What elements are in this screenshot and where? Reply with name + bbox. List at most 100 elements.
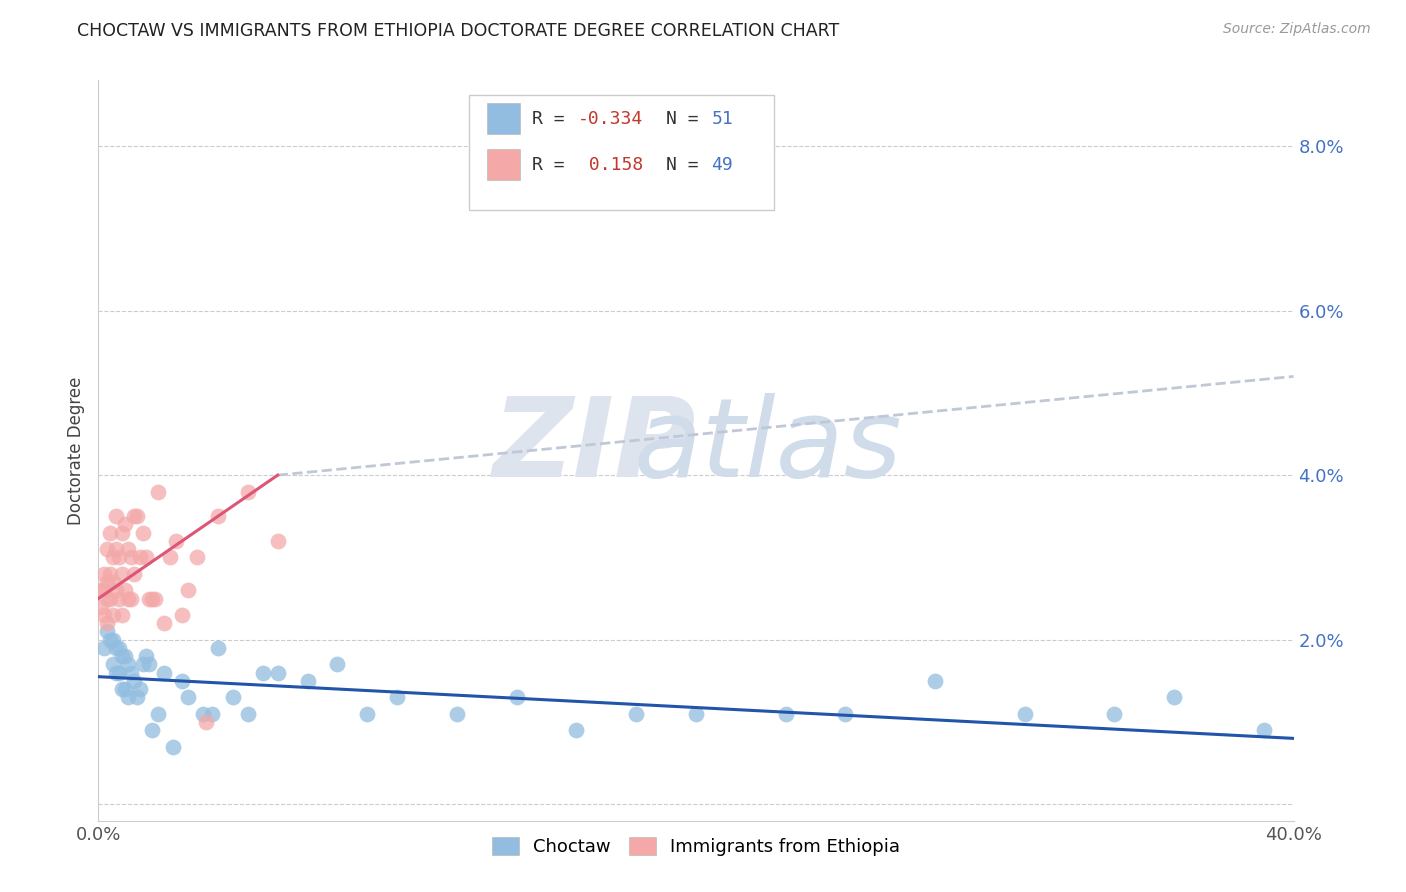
Point (103, 632, 125, 647)
Point (117, 591, 139, 606)
Point (267, 533, 290, 548)
Point (98, 632, 122, 647)
Point (93, 566, 115, 581)
Point (108, 640, 131, 655)
Point (103, 575, 125, 590)
Point (96, 542, 118, 557)
Point (96, 624, 118, 639)
Point (172, 673, 194, 688)
Point (775, 706, 797, 721)
Point (162, 739, 184, 754)
Text: R =: R = (533, 156, 575, 174)
Text: ZIP: ZIP (492, 393, 696, 500)
Point (834, 706, 856, 721)
Point (124, 566, 146, 581)
Point (120, 665, 142, 680)
Point (93, 583, 115, 598)
Point (111, 607, 134, 622)
Point (207, 509, 229, 524)
FancyBboxPatch shape (486, 103, 520, 135)
Point (141, 723, 163, 738)
Point (108, 591, 131, 606)
Point (105, 542, 128, 557)
Legend: Choctaw, Immigrants from Ethiopia: Choctaw, Immigrants from Ethiopia (485, 830, 907, 863)
Point (1253, 723, 1275, 738)
Point (1163, 690, 1185, 705)
Point (297, 673, 319, 688)
Point (93, 640, 115, 655)
Point (148, 484, 170, 499)
Point (135, 649, 157, 664)
Point (127, 690, 149, 705)
Point (111, 649, 134, 664)
Point (153, 616, 176, 631)
Text: R =: R = (533, 110, 575, 128)
Point (565, 723, 588, 738)
Point (267, 665, 290, 680)
Point (98, 591, 122, 606)
Point (127, 509, 149, 524)
Point (177, 690, 200, 705)
Point (114, 681, 136, 696)
Point (924, 673, 946, 688)
Text: N =: N = (666, 156, 710, 174)
Point (195, 714, 218, 729)
Point (114, 649, 136, 664)
Y-axis label: Doctorate Degree: Doctorate Degree (66, 376, 84, 524)
Point (103, 607, 125, 622)
Point (132, 525, 155, 540)
Point (143, 591, 166, 606)
Point (685, 706, 707, 721)
Point (98, 525, 122, 540)
Point (105, 509, 128, 524)
Point (1104, 706, 1126, 721)
Point (129, 681, 152, 696)
Point (138, 591, 160, 606)
Point (506, 690, 529, 705)
Text: 49: 49 (711, 156, 734, 174)
Point (114, 583, 136, 598)
Point (236, 706, 259, 721)
Text: 0.158: 0.158 (578, 156, 643, 174)
Point (236, 484, 259, 499)
Point (124, 673, 146, 688)
Point (159, 550, 181, 565)
Point (120, 591, 142, 606)
Point (90, 583, 112, 598)
Point (446, 706, 468, 721)
Point (172, 607, 194, 622)
Text: 51: 51 (711, 110, 734, 128)
Point (103, 657, 125, 672)
Point (153, 665, 176, 680)
Point (326, 657, 349, 672)
Point (191, 706, 214, 721)
Point (103, 550, 125, 565)
Point (207, 640, 229, 655)
Point (1014, 706, 1036, 721)
Point (108, 550, 131, 565)
Point (111, 525, 134, 540)
Point (90, 599, 112, 614)
Point (186, 550, 208, 565)
Point (222, 690, 245, 705)
Point (135, 550, 157, 565)
Point (148, 706, 170, 721)
Point (138, 657, 160, 672)
Point (141, 591, 163, 606)
Point (96, 575, 118, 590)
Point (105, 640, 128, 655)
Point (105, 665, 128, 680)
Point (132, 657, 155, 672)
Point (356, 706, 378, 721)
Point (201, 706, 224, 721)
Point (385, 690, 409, 705)
Point (93, 607, 115, 622)
Point (177, 583, 200, 598)
Point (252, 665, 274, 680)
Point (114, 517, 136, 532)
Point (98, 566, 122, 581)
FancyBboxPatch shape (470, 95, 773, 210)
Point (129, 550, 152, 565)
Text: atlas: atlas (633, 393, 903, 500)
Text: CHOCTAW VS IMMIGRANTS FROM ETHIOPIA DOCTORATE DEGREE CORRELATION CHART: CHOCTAW VS IMMIGRANTS FROM ETHIOPIA DOCT… (77, 22, 839, 40)
